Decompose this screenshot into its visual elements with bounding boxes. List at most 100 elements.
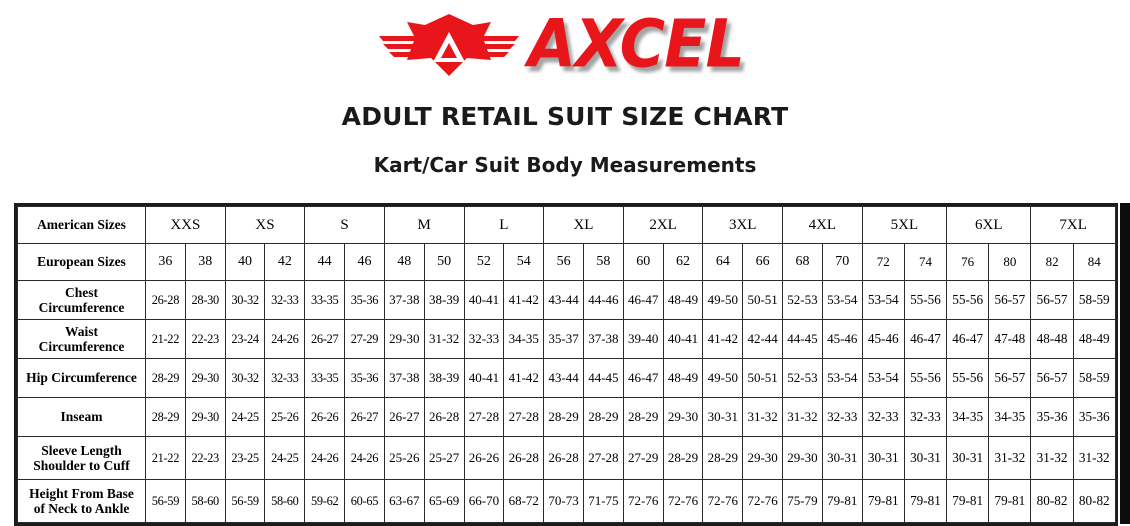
european-size-cell: 68 [782,243,823,281]
measurement-row-label: Sleeve Length Shoulder to Cuff [17,436,146,480]
european-size-cell: 82 [1030,243,1074,281]
american-sizes-label: American Sizes [17,206,146,244]
table-row: Chest Circumference 26-28 28-30 30-32 32-33 3… [17,280,1116,320]
measurement-value-cell: 35-37 [543,319,584,359]
measurement-value-cell: 72-76 [702,479,744,523]
measurement-value-cell: 41-42 [503,280,545,320]
size-group-header: M [383,206,465,244]
measurement-value-cell: 22-23 [184,436,226,480]
measurement-value-cell: 28-29 [145,397,186,437]
measurement-value-cell: 26-27 [383,397,425,437]
measurement-value-cell: 63-67 [383,479,425,523]
measurement-value-cell: 53-54 [861,280,905,320]
european-size-cell: 60 [622,243,664,281]
measurement-value-cell: 32-33 [463,319,505,359]
measurement-value-cell: 26-27 [344,397,385,437]
measurement-value-cell: 24-26 [344,436,385,480]
measurement-value-cell: 79-81 [861,479,905,523]
measurement-value-cell: 44-45 [782,319,823,359]
measurement-value-cell: 49-50 [702,280,744,320]
measurement-value-cell: 59-62 [304,479,346,523]
measurement-value-cell: 35-36 [1030,397,1074,437]
measurement-value-cell: 44-45 [582,358,624,398]
measurement-value-cell: 26-28 [543,436,584,480]
brand-wordmark: AXCEL [528,4,745,83]
measurement-value-cell: 28-29 [543,397,584,437]
measurement-value-cell: 75-79 [782,479,823,523]
table-row: Height From Base of Neck to Ankle 56-59 58… [17,479,1116,523]
measurement-value-cell: 30-31 [946,436,990,480]
measurement-value-cell: 29-30 [742,436,784,480]
measurement-value-cell: 58-59 [1072,280,1116,320]
measurement-value-cell: 56-57 [988,358,1032,398]
measurement-value-cell: 34-35 [503,319,545,359]
european-size-cell: 38 [184,243,226,281]
measurement-value-cell: 24-26 [304,436,346,480]
measurement-value-cell: 27-28 [463,397,505,437]
measurement-value-cell: 33-35 [304,358,346,398]
measurement-value-cell: 55-56 [903,280,948,320]
measurement-value-cell: 26-27 [304,319,346,359]
measurement-value-cell: 65-69 [423,479,465,523]
european-size-cell: 54 [503,243,545,281]
measurement-value-cell: 58-60 [264,479,306,523]
measurement-value-cell: 42-44 [742,319,784,359]
measurement-value-cell: 39-40 [622,319,664,359]
measurement-value-cell: 56-59 [145,479,186,523]
size-group-header: 7XL [1030,206,1116,244]
measurement-value-cell: 29-30 [662,397,704,437]
measurement-value-cell: 46-47 [946,319,990,359]
size-group-header: 5XL [861,206,948,244]
measurement-value-cell: 23-25 [224,436,266,480]
measurement-value-cell: 31-32 [742,397,784,437]
european-size-cell: 48 [383,243,425,281]
measurement-value-cell: 29-30 [184,397,226,437]
table-row: Waist Circumference 21-22 22-23 23-24 24-26 2… [17,319,1116,359]
measurement-value-cell: 30-31 [702,397,744,437]
measurement-value-cell: 26-26 [463,436,505,480]
brand-header: AXCEL [0,0,1130,92]
european-size-cell: 70 [821,243,863,281]
european-size-cell: 40 [224,243,266,281]
european-size-cell: 66 [742,243,784,281]
measurement-value-cell: 48-49 [662,280,704,320]
measurement-value-cell: 28-29 [662,436,704,480]
measurement-value-cell: 31-32 [782,397,823,437]
measurement-value-cell: 56-57 [1030,280,1074,320]
measurement-value-cell: 24-25 [224,397,266,437]
measurement-value-cell: 79-81 [988,479,1032,523]
measurement-value-cell: 60-65 [344,479,385,523]
measurement-value-cell: 40-41 [463,358,505,398]
measurement-value-cell: 40-41 [662,319,704,359]
measurement-value-cell: 66-70 [463,479,505,523]
size-group-header: XXS [145,206,226,244]
measurement-value-cell: 70-73 [543,479,584,523]
measurement-row-label: Hip Circumference [17,358,146,398]
european-size-cell: 42 [264,243,306,281]
measurement-value-cell: 27-28 [582,436,624,480]
measurement-value-cell: 25-26 [383,436,425,480]
measurement-row-label: Chest Circumference [17,280,146,320]
page-subtitle: Kart/Car Suit Body Measurements [373,153,757,177]
measurement-value-cell: 56-57 [988,280,1032,320]
measurement-value-cell: 28-29 [582,397,624,437]
european-sizes-row: European Sizes 36 38 40 42 44 46 48 50 52 54 56 58 60… [17,243,1116,281]
measurement-value-cell: 28-29 [702,436,744,480]
measurement-value-cell: 30-32 [224,280,266,320]
measurement-value-cell: 71-75 [582,479,624,523]
size-group-header: 2XL [622,206,704,244]
measurement-value-cell: 43-44 [543,358,584,398]
measurement-value-cell: 47-48 [988,319,1032,359]
measurement-value-cell: 22-23 [184,319,226,359]
table-row: Sleeve Length Shoulder to Cuff 21-22 22-23… [17,436,1116,480]
measurement-value-cell: 41-42 [503,358,545,398]
measurement-value-cell: 26-28 [503,436,545,480]
measurement-value-cell: 33-35 [304,280,346,320]
measurement-value-cell: 25-27 [423,436,465,480]
measurement-value-cell: 79-81 [903,479,948,523]
size-group-header: 6XL [946,206,1032,244]
measurement-value-cell: 37-38 [383,280,425,320]
measurement-value-cell: 52-53 [782,358,823,398]
measurement-value-cell: 26-26 [304,397,346,437]
measurement-value-cell: 34-35 [946,397,990,437]
